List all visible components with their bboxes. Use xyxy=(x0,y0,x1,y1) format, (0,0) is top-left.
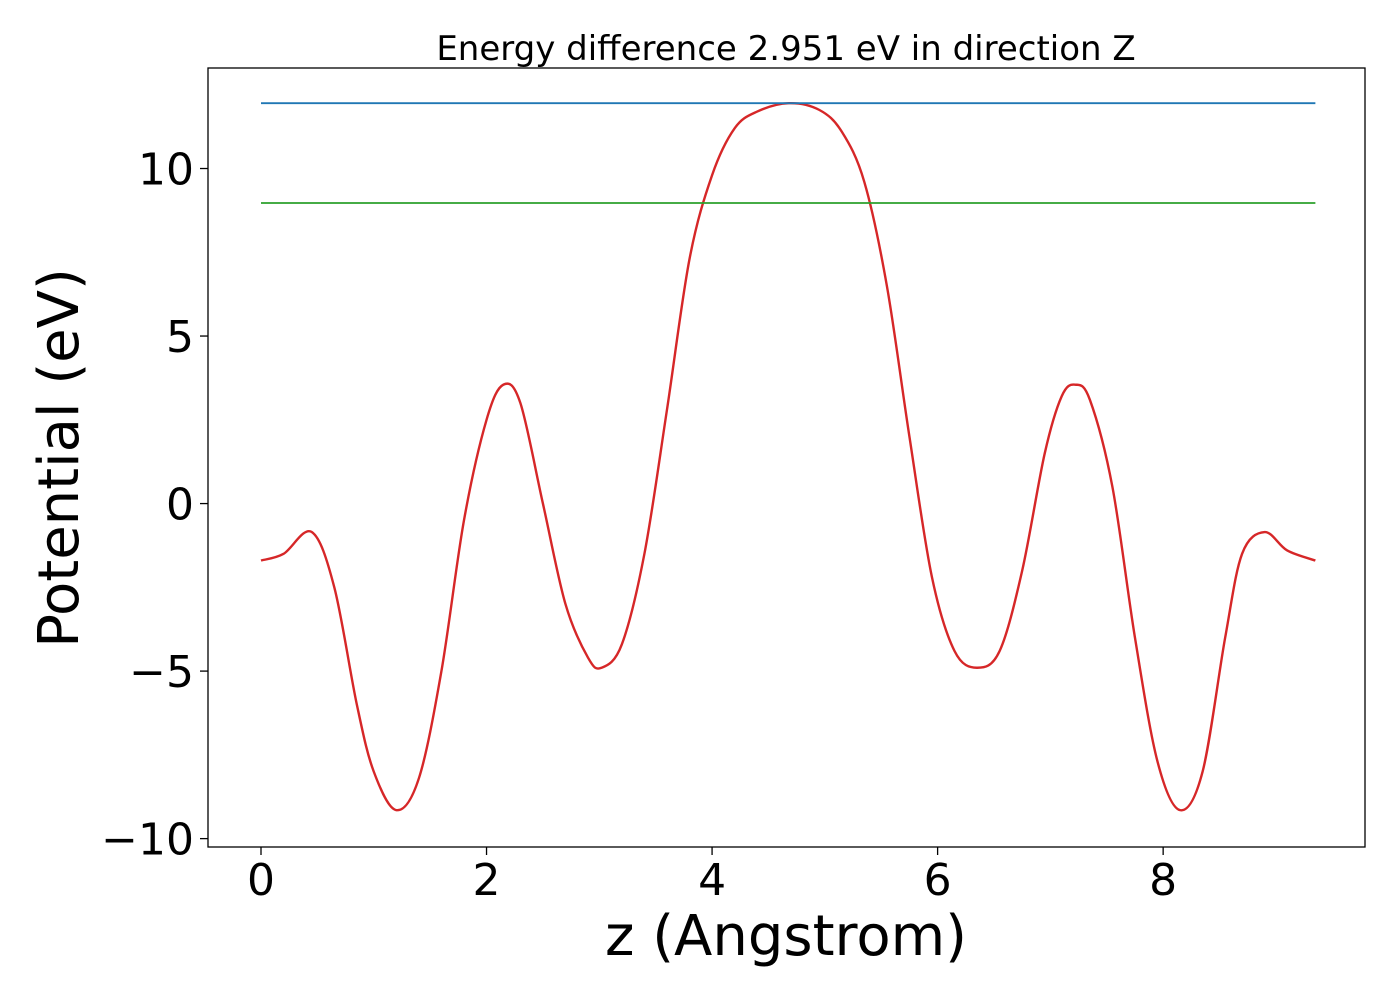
y-tick-label: −5 xyxy=(129,647,194,698)
x-tick-label: 4 xyxy=(698,855,726,906)
y-tick-label: 0 xyxy=(166,480,194,531)
y-tick-label: 5 xyxy=(166,312,194,363)
chart-title: Energy difference 2.951 eV in direction … xyxy=(436,29,1135,69)
x-tick-label: 8 xyxy=(1149,855,1177,906)
series-layer xyxy=(260,101,1316,812)
x-tick-label: 2 xyxy=(473,855,501,906)
y-axis-ticks: −10 −5 0 5 10 xyxy=(101,145,208,866)
y-tick-label: 10 xyxy=(138,145,194,196)
x-axis-ticks: 0 2 4 6 8 xyxy=(247,847,1177,906)
potential-curve xyxy=(260,101,1316,812)
y-axis-label: Potential (eV) xyxy=(27,268,92,648)
plot-frame xyxy=(207,67,1366,848)
x-tick-label: 6 xyxy=(924,855,952,906)
x-tick-label: 0 xyxy=(247,855,275,906)
x-axis-label: z (Angstrom) xyxy=(605,904,967,969)
y-tick-label: −10 xyxy=(101,815,194,866)
